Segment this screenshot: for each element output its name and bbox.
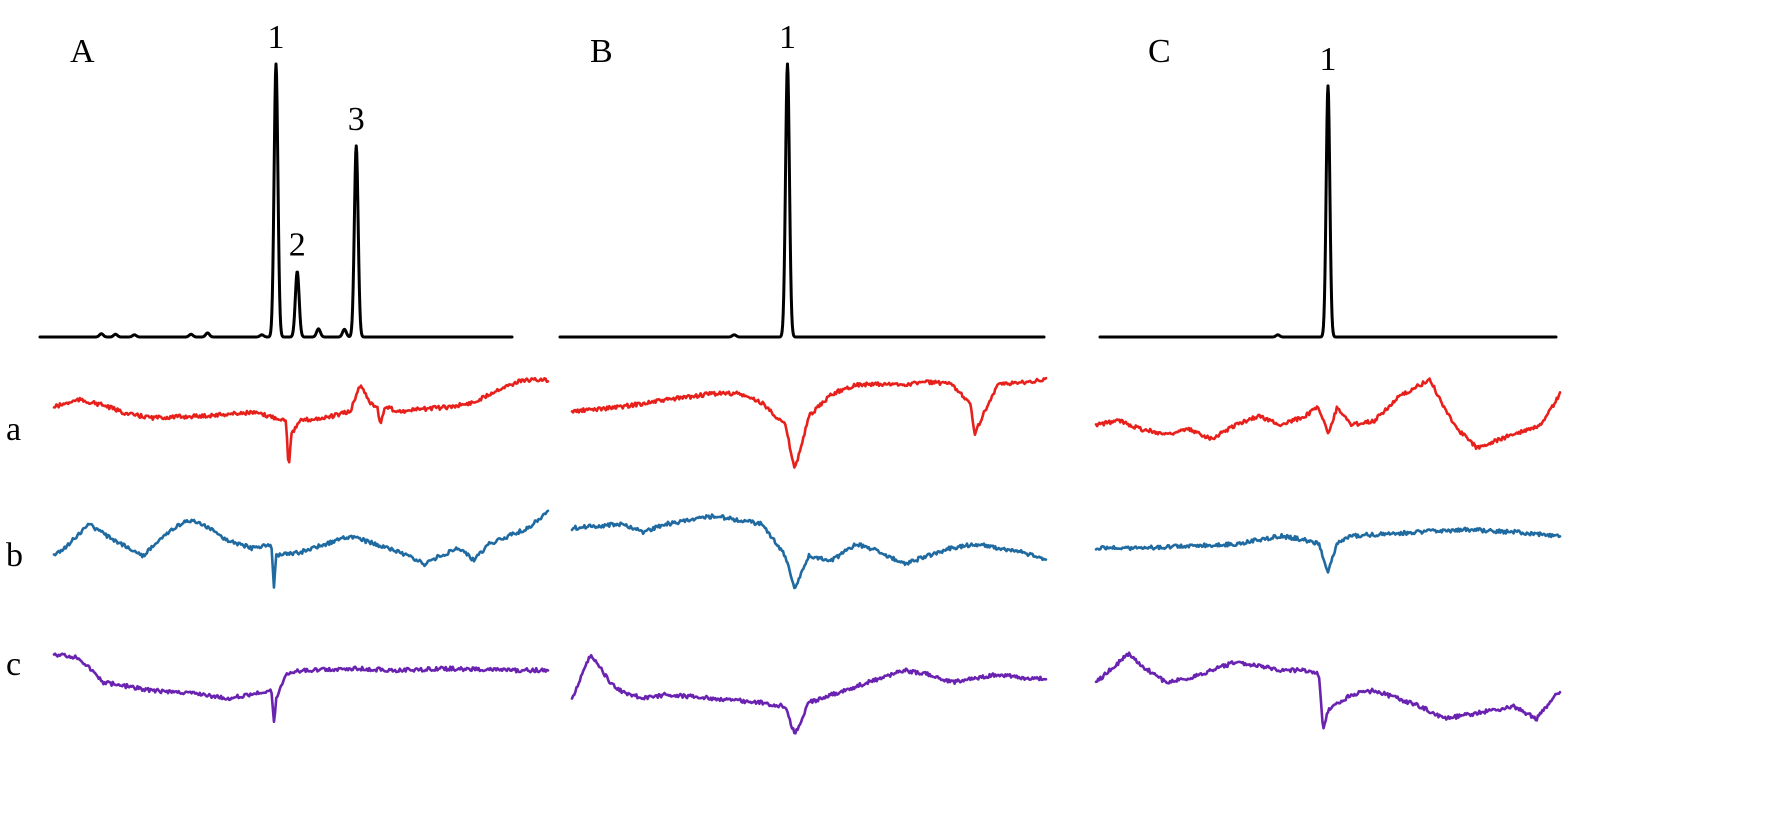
peak-label-A-1: 1 (268, 19, 285, 56)
trace-A-c (52, 652, 550, 724)
traces-layer (38, 62, 1562, 735)
panel-label-A: A (70, 33, 95, 70)
trace-A-b (52, 509, 550, 589)
row-label-a: a (6, 411, 21, 448)
row-label-b: b (6, 537, 23, 574)
peak-label-A-2: 2 (289, 226, 306, 263)
trace-C-c (1094, 651, 1562, 730)
peak-label-B-1: 1 (779, 19, 796, 56)
trace-B-c (570, 653, 1048, 735)
panel-label-B: B (590, 33, 613, 70)
chromatogram-C (1098, 84, 1558, 339)
chromatogram-A (38, 62, 514, 339)
trace-A-a (52, 376, 550, 464)
trace-C-a (1094, 377, 1562, 451)
trace-B-a (570, 376, 1048, 469)
peak-label-A-3: 3 (348, 101, 365, 138)
trace-C-b (1094, 526, 1562, 574)
peak-label-C-1: 1 (1320, 41, 1337, 78)
chromatogram-B (558, 62, 1046, 339)
labels-layer: a b c A 1 2 3 B 1 C 1 (6, 19, 1337, 683)
panel-label-C: C (1148, 33, 1171, 70)
trace-B-b (570, 513, 1048, 590)
row-label-c: c (6, 646, 21, 683)
